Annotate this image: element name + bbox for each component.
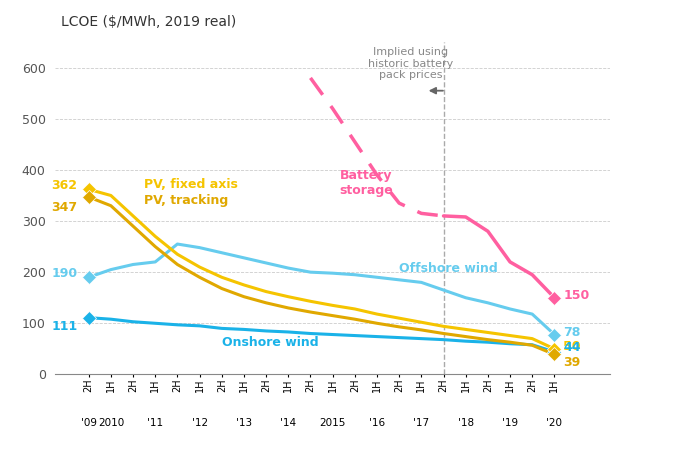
Text: '09: '09	[80, 417, 97, 428]
Text: '17: '17	[413, 417, 430, 428]
Text: 2010: 2010	[98, 417, 124, 428]
Text: 362: 362	[51, 179, 78, 192]
Text: 347: 347	[51, 201, 78, 214]
Text: Battery
storage: Battery storage	[339, 168, 393, 197]
Text: '19: '19	[502, 417, 518, 428]
Text: '14: '14	[280, 417, 297, 428]
Text: 78: 78	[563, 326, 581, 339]
Text: '18: '18	[457, 417, 474, 428]
Text: LCOE ($/MWh, 2019 real): LCOE ($/MWh, 2019 real)	[61, 15, 236, 29]
Text: '13: '13	[236, 417, 252, 428]
Text: 44: 44	[563, 341, 581, 354]
Text: '20: '20	[546, 417, 563, 428]
Text: 111: 111	[51, 321, 78, 333]
Text: 190: 190	[51, 267, 78, 280]
Text: PV, fixed axis: PV, fixed axis	[144, 178, 238, 191]
Text: Implied using
historic battery
pack prices: Implied using historic battery pack pric…	[367, 47, 453, 80]
Text: 150: 150	[563, 289, 590, 302]
Text: Offshore wind: Offshore wind	[399, 262, 498, 275]
Text: 39: 39	[563, 356, 581, 369]
Text: '11: '11	[147, 417, 164, 428]
Text: '16: '16	[369, 417, 385, 428]
Text: '12: '12	[191, 417, 208, 428]
Text: 50: 50	[563, 340, 581, 353]
Text: PV, tracking: PV, tracking	[144, 194, 229, 207]
Text: Onshore wind: Onshore wind	[222, 336, 318, 349]
Text: 2015: 2015	[319, 417, 346, 428]
